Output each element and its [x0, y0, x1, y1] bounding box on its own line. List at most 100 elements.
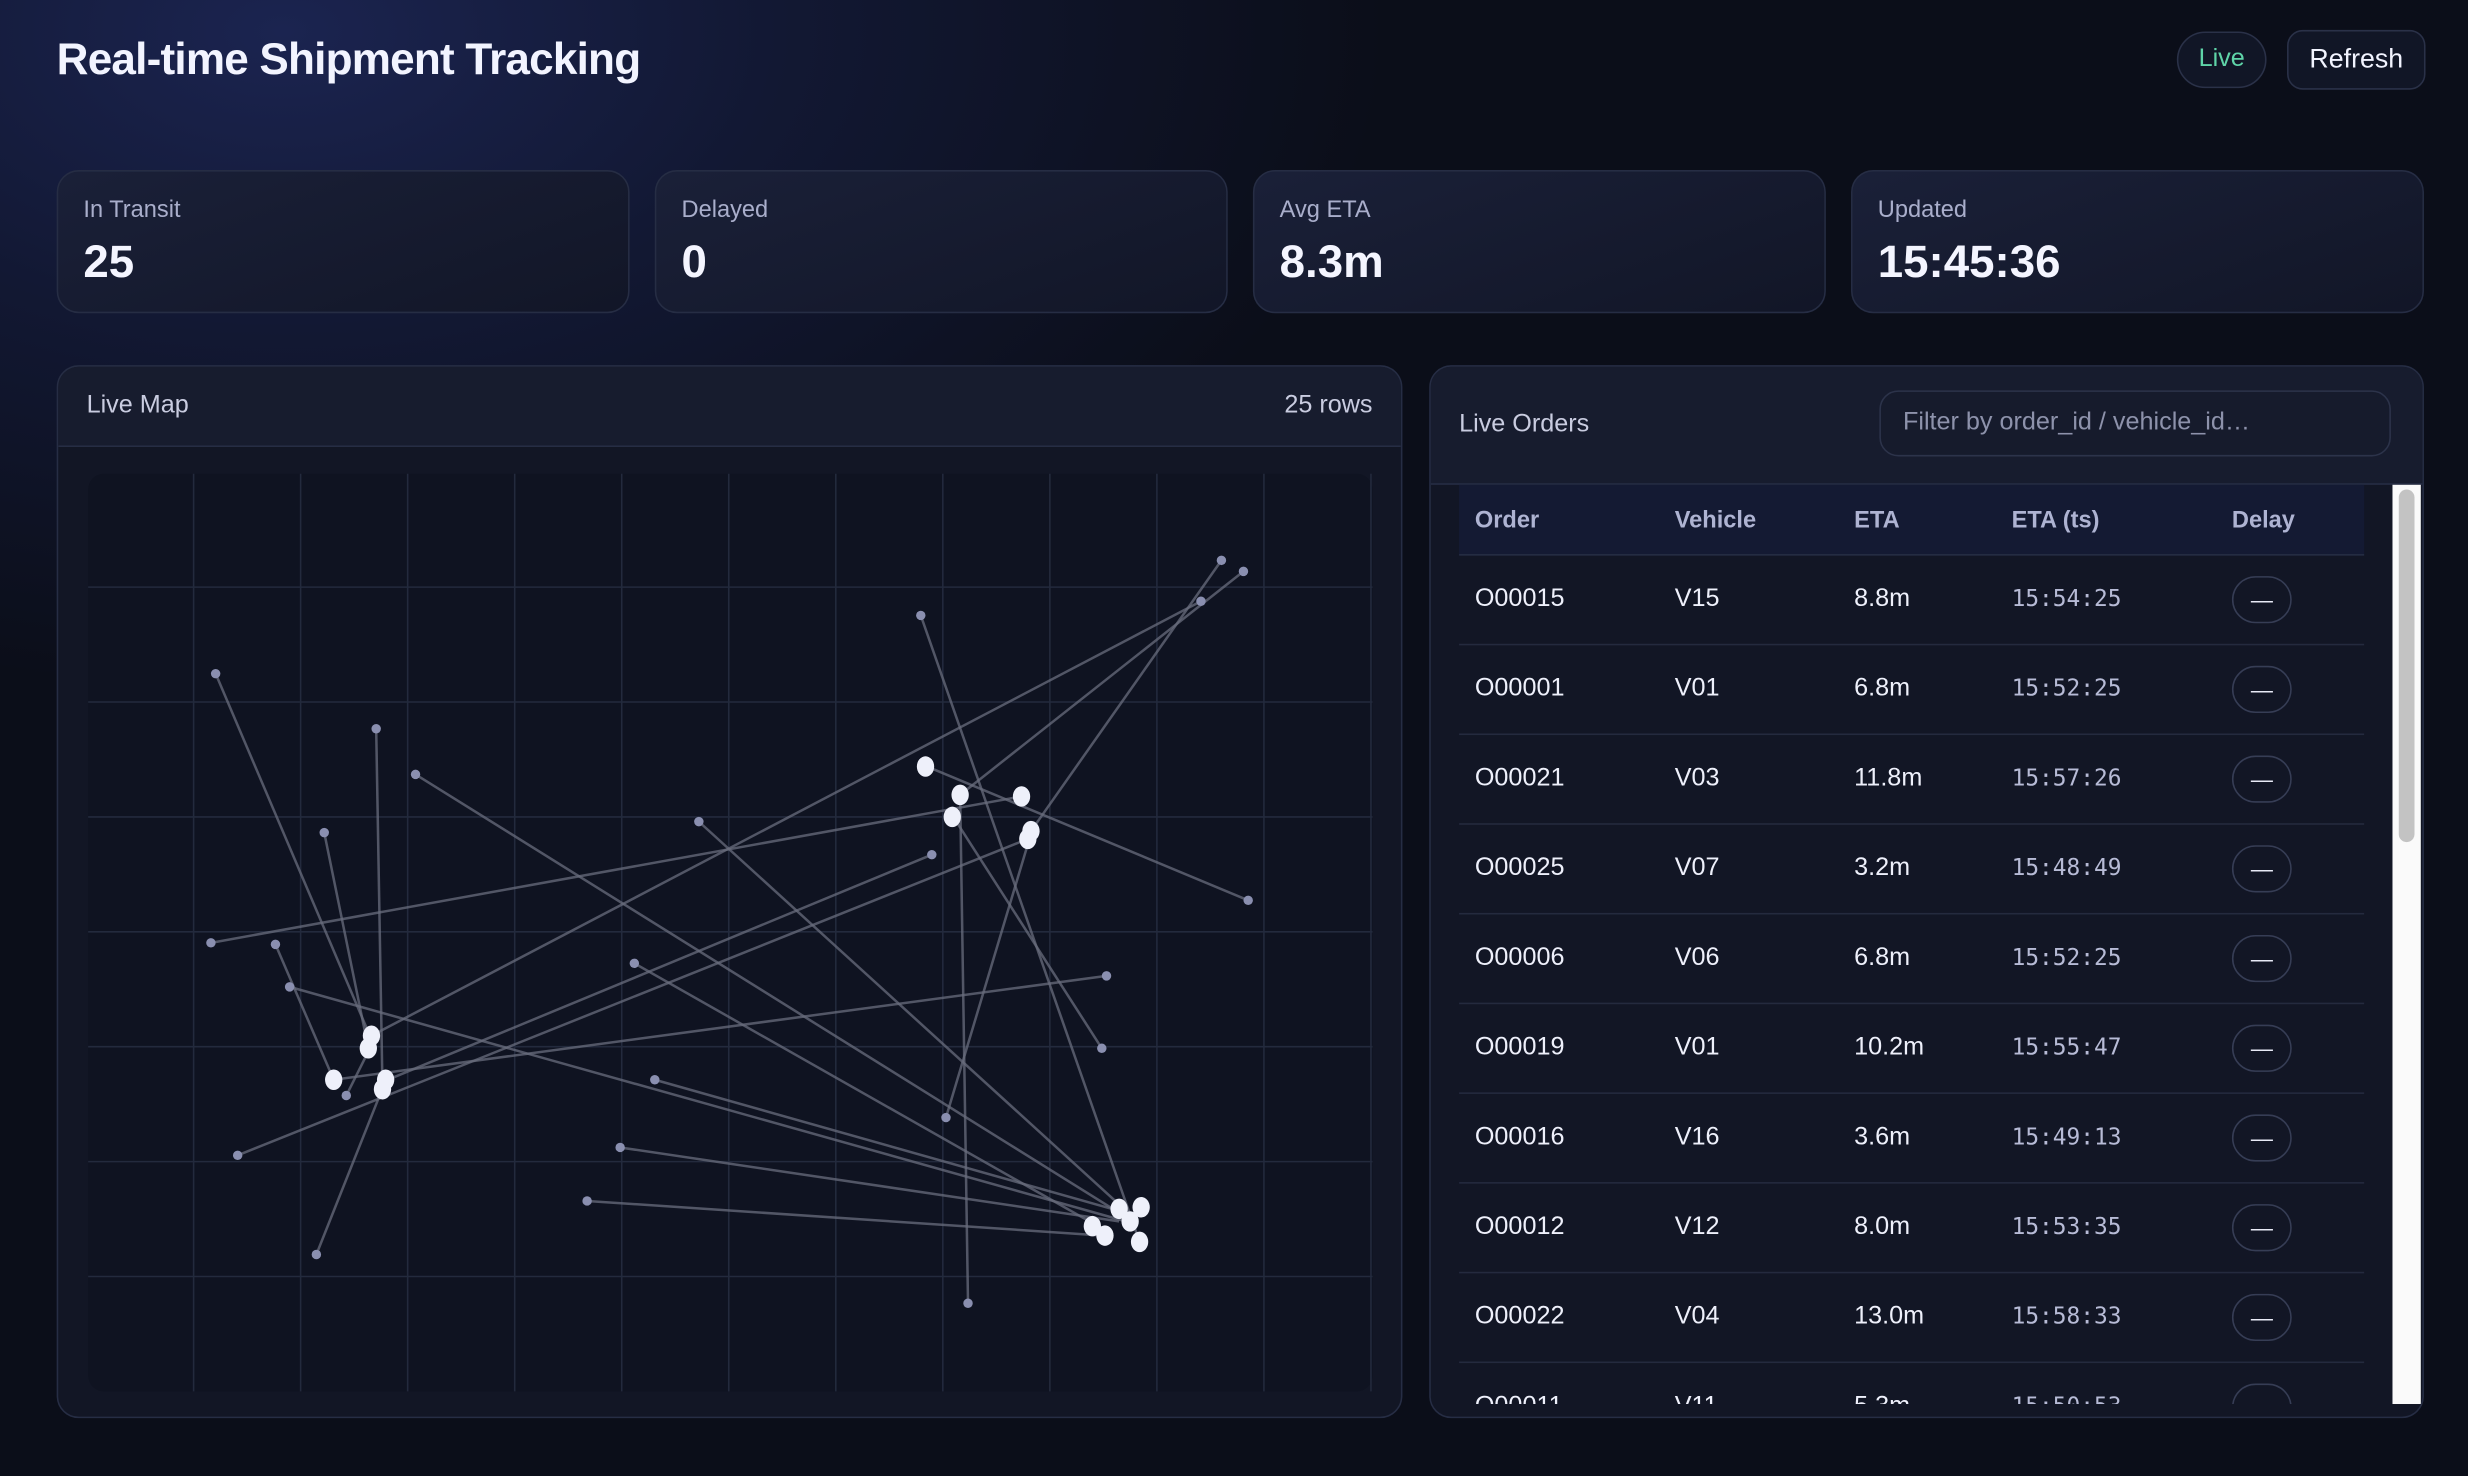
vehicle-marker[interactable]: [1110, 1198, 1128, 1220]
vehicle-id: V01: [1674, 1034, 1720, 1061]
eta-ts: 15:55:47: [2011, 1035, 2122, 1061]
origin-marker[interactable]: [206, 938, 216, 948]
delay-button[interactable]: —: [2231, 1293, 2292, 1342]
vehicle-marker[interactable]: [1132, 1197, 1150, 1218]
table-row[interactable]: O00019 V01 10.2m 15:55:47 —: [1459, 1004, 2365, 1094]
vehicle-marker[interactable]: [1121, 1211, 1139, 1232]
table-scrollbar[interactable]: [2392, 484, 2421, 1405]
origin-marker[interactable]: [615, 1142, 625, 1153]
eta: 6.8m: [1854, 944, 1911, 972]
origin-marker[interactable]: [1196, 596, 1206, 606]
eta: 3.2m: [1854, 854, 1911, 882]
vehicle-marker[interactable]: [1012, 786, 1031, 807]
origin-marker[interactable]: [371, 724, 381, 734]
vehicle-marker[interactable]: [373, 1078, 392, 1100]
eta-ts: 15:52:25: [2011, 676, 2122, 703]
origin-marker[interactable]: [582, 1196, 592, 1206]
route-line: [237, 837, 1029, 1157]
vehicle-id: V15: [1674, 585, 1720, 613]
vehicle-id: V12: [1674, 1213, 1720, 1241]
delay-button[interactable]: —: [2231, 1024, 2292, 1072]
origin-marker[interactable]: [927, 849, 937, 860]
refresh-button[interactable]: Refresh: [2287, 29, 2426, 90]
route-line: [698, 820, 1124, 1209]
eta: 8.0m: [1854, 1213, 1911, 1241]
col-vehicle[interactable]: Vehicle: [1674, 506, 1757, 533]
vehicle-id: V07: [1674, 854, 1720, 882]
delay-button[interactable]: —: [2231, 755, 2292, 803]
delay-button[interactable]: —: [2231, 665, 2292, 714]
col-delay[interactable]: Delay: [2231, 506, 2295, 533]
origin-marker[interactable]: [941, 1112, 951, 1123]
vehicle-marker[interactable]: [325, 1069, 343, 1090]
origin-marker[interactable]: [232, 1150, 243, 1161]
eta-ts: 15:52:25: [2011, 945, 2122, 972]
vehicle-marker[interactable]: [1019, 828, 1037, 850]
table-row[interactable]: O00015 V15 8.8m 15:54:25 —: [1459, 556, 2365, 646]
route-line: [414, 773, 1127, 1218]
vehicle-marker[interactable]: [1130, 1231, 1149, 1253]
table-row[interactable]: O00025 V07 3.2m 15:48:49 —: [1459, 825, 2365, 915]
map-canvas[interactable]: [58, 447, 1401, 1417]
kpi-avg-eta: Avg ETA 8.3m: [1252, 169, 1826, 314]
table-row[interactable]: O00022 V04 13.0m 15:58:33 —: [1459, 1273, 2365, 1364]
route-line: [926, 765, 1249, 902]
delay-button[interactable]: —: [2231, 934, 2292, 983]
origin-marker[interactable]: [694, 816, 704, 827]
vehicle-marker[interactable]: [916, 756, 935, 777]
origin-marker[interactable]: [1216, 555, 1227, 566]
delay-button[interactable]: —: [2231, 845, 2292, 893]
kpi-value: 8.3m: [1279, 237, 1384, 289]
live-badge: Live: [2176, 31, 2267, 89]
delay-button[interactable]: —: [2231, 1204, 2292, 1252]
eta-ts: 15:57:26: [2011, 766, 2122, 792]
origin-marker[interactable]: [1097, 1043, 1107, 1054]
origin-marker[interactable]: [341, 1090, 352, 1101]
table-row[interactable]: O00001 V01 6.8m 15:52:25 —: [1459, 645, 2365, 736]
table-row[interactable]: O00021 V03 11.8m 15:57:26 —: [1459, 735, 2365, 825]
vehicle-marker[interactable]: [1083, 1215, 1102, 1237]
origin-marker[interactable]: [963, 1298, 973, 1308]
delay-button[interactable]: —: [2231, 576, 2292, 624]
eta-ts: 15:58:33: [2011, 1304, 2122, 1331]
delay-button[interactable]: —: [2231, 1114, 2292, 1162]
col-eta[interactable]: ETA: [1854, 506, 1900, 533]
origin-marker[interactable]: [311, 1249, 322, 1260]
origin-marker[interactable]: [916, 610, 926, 621]
origin-marker[interactable]: [1101, 971, 1112, 981]
origin-marker[interactable]: [650, 1075, 660, 1085]
origin-marker[interactable]: [1238, 566, 1249, 577]
vehicle-marker[interactable]: [1096, 1225, 1114, 1246]
origin-marker[interactable]: [629, 958, 640, 969]
route-line: [587, 1199, 1104, 1237]
route-line: [214, 673, 372, 1037]
origin-marker[interactable]: [1243, 895, 1253, 906]
table-row[interactable]: O00016 V16 3.6m 15:49:13 —: [1459, 1094, 2365, 1184]
col-eta-ts[interactable]: ETA (ts): [2011, 506, 2100, 533]
delay-button[interactable]: —: [2231, 1383, 2292, 1405]
origin-marker[interactable]: [319, 827, 329, 838]
order-id: O00025: [1474, 854, 1565, 882]
table-header: Order Vehicle ETA ETA (ts) Delay: [1459, 484, 2365, 556]
vehicle-marker[interactable]: [951, 784, 969, 806]
route-line: [374, 728, 384, 1088]
vehicle-marker[interactable]: [359, 1038, 377, 1059]
origin-marker[interactable]: [270, 939, 281, 950]
table-row[interactable]: O00011 V11 5.3m 15:50:53 —: [1459, 1363, 2364, 1405]
origin-marker[interactable]: [284, 982, 295, 992]
table-row[interactable]: O00012 V12 8.0m 15:53:35 —: [1459, 1184, 2365, 1274]
col-order[interactable]: Order: [1474, 506, 1540, 533]
vehicle-marker[interactable]: [943, 806, 961, 828]
table-row[interactable]: O00006 V06 6.8m 15:52:25 —: [1459, 914, 2365, 1005]
orders-title: Live Orders: [1459, 410, 1590, 438]
origin-marker[interactable]: [210, 668, 221, 679]
route-line: [654, 1078, 1129, 1215]
scrollbar-thumb[interactable]: [2398, 489, 2415, 843]
eta: 3.6m: [1854, 1123, 1911, 1151]
order-id: O00015: [1474, 585, 1565, 613]
filter-input[interactable]: [1879, 390, 2391, 457]
origin-marker[interactable]: [410, 769, 421, 780]
route-line: [944, 838, 1031, 1118]
route-line: [619, 1146, 1120, 1223]
